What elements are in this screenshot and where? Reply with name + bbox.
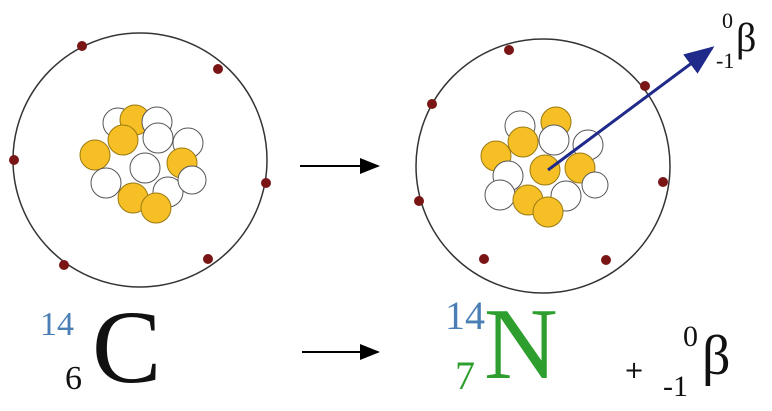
electron xyxy=(601,255,611,265)
neutron xyxy=(142,122,174,154)
carbon-mass-number: 14 xyxy=(40,306,74,343)
electron xyxy=(658,177,668,187)
nitrogen-nucleus xyxy=(480,106,609,228)
neutron xyxy=(538,124,570,156)
neutron xyxy=(484,179,516,211)
emitted-beta-symbol: β xyxy=(736,15,757,60)
plus-sign: + xyxy=(624,356,645,384)
electron xyxy=(479,254,489,264)
beta-subscript: -1 xyxy=(663,370,688,403)
proton xyxy=(507,126,539,158)
nitrogen-orbit xyxy=(415,38,671,294)
nitrogen-atom xyxy=(414,38,671,294)
electron xyxy=(213,64,223,74)
emitted-beta-superscript: 0 xyxy=(722,8,733,33)
electron xyxy=(640,81,650,91)
beta-emission-arrow xyxy=(547,46,715,172)
proton xyxy=(529,154,561,186)
nitrogen-mass-number: 14 xyxy=(445,293,485,338)
electron xyxy=(9,155,19,165)
carbon-nucleus xyxy=(79,104,207,224)
nitrogen-symbol: N xyxy=(484,288,558,401)
neutron xyxy=(90,167,122,199)
proton xyxy=(140,192,172,224)
beta-symbol: β xyxy=(702,325,731,387)
neutron xyxy=(581,171,609,199)
beta-superscript: 0 xyxy=(683,320,698,353)
electron xyxy=(504,45,514,55)
nitrogen-atomic-number: 7 xyxy=(455,353,475,398)
electron xyxy=(203,254,213,264)
emitted-beta-subscript: -1 xyxy=(716,48,735,73)
proton xyxy=(79,139,111,171)
neutron xyxy=(177,165,207,195)
carbon-atomic-number: 6 xyxy=(65,360,82,397)
proton xyxy=(107,124,139,156)
carbon-atom xyxy=(9,32,271,288)
neutron xyxy=(129,152,161,184)
electron xyxy=(261,178,271,188)
carbon-symbol: C xyxy=(92,290,162,405)
electron xyxy=(77,41,87,51)
electron xyxy=(59,260,69,270)
electron xyxy=(414,196,424,206)
proton xyxy=(532,196,564,228)
electron xyxy=(427,99,437,109)
